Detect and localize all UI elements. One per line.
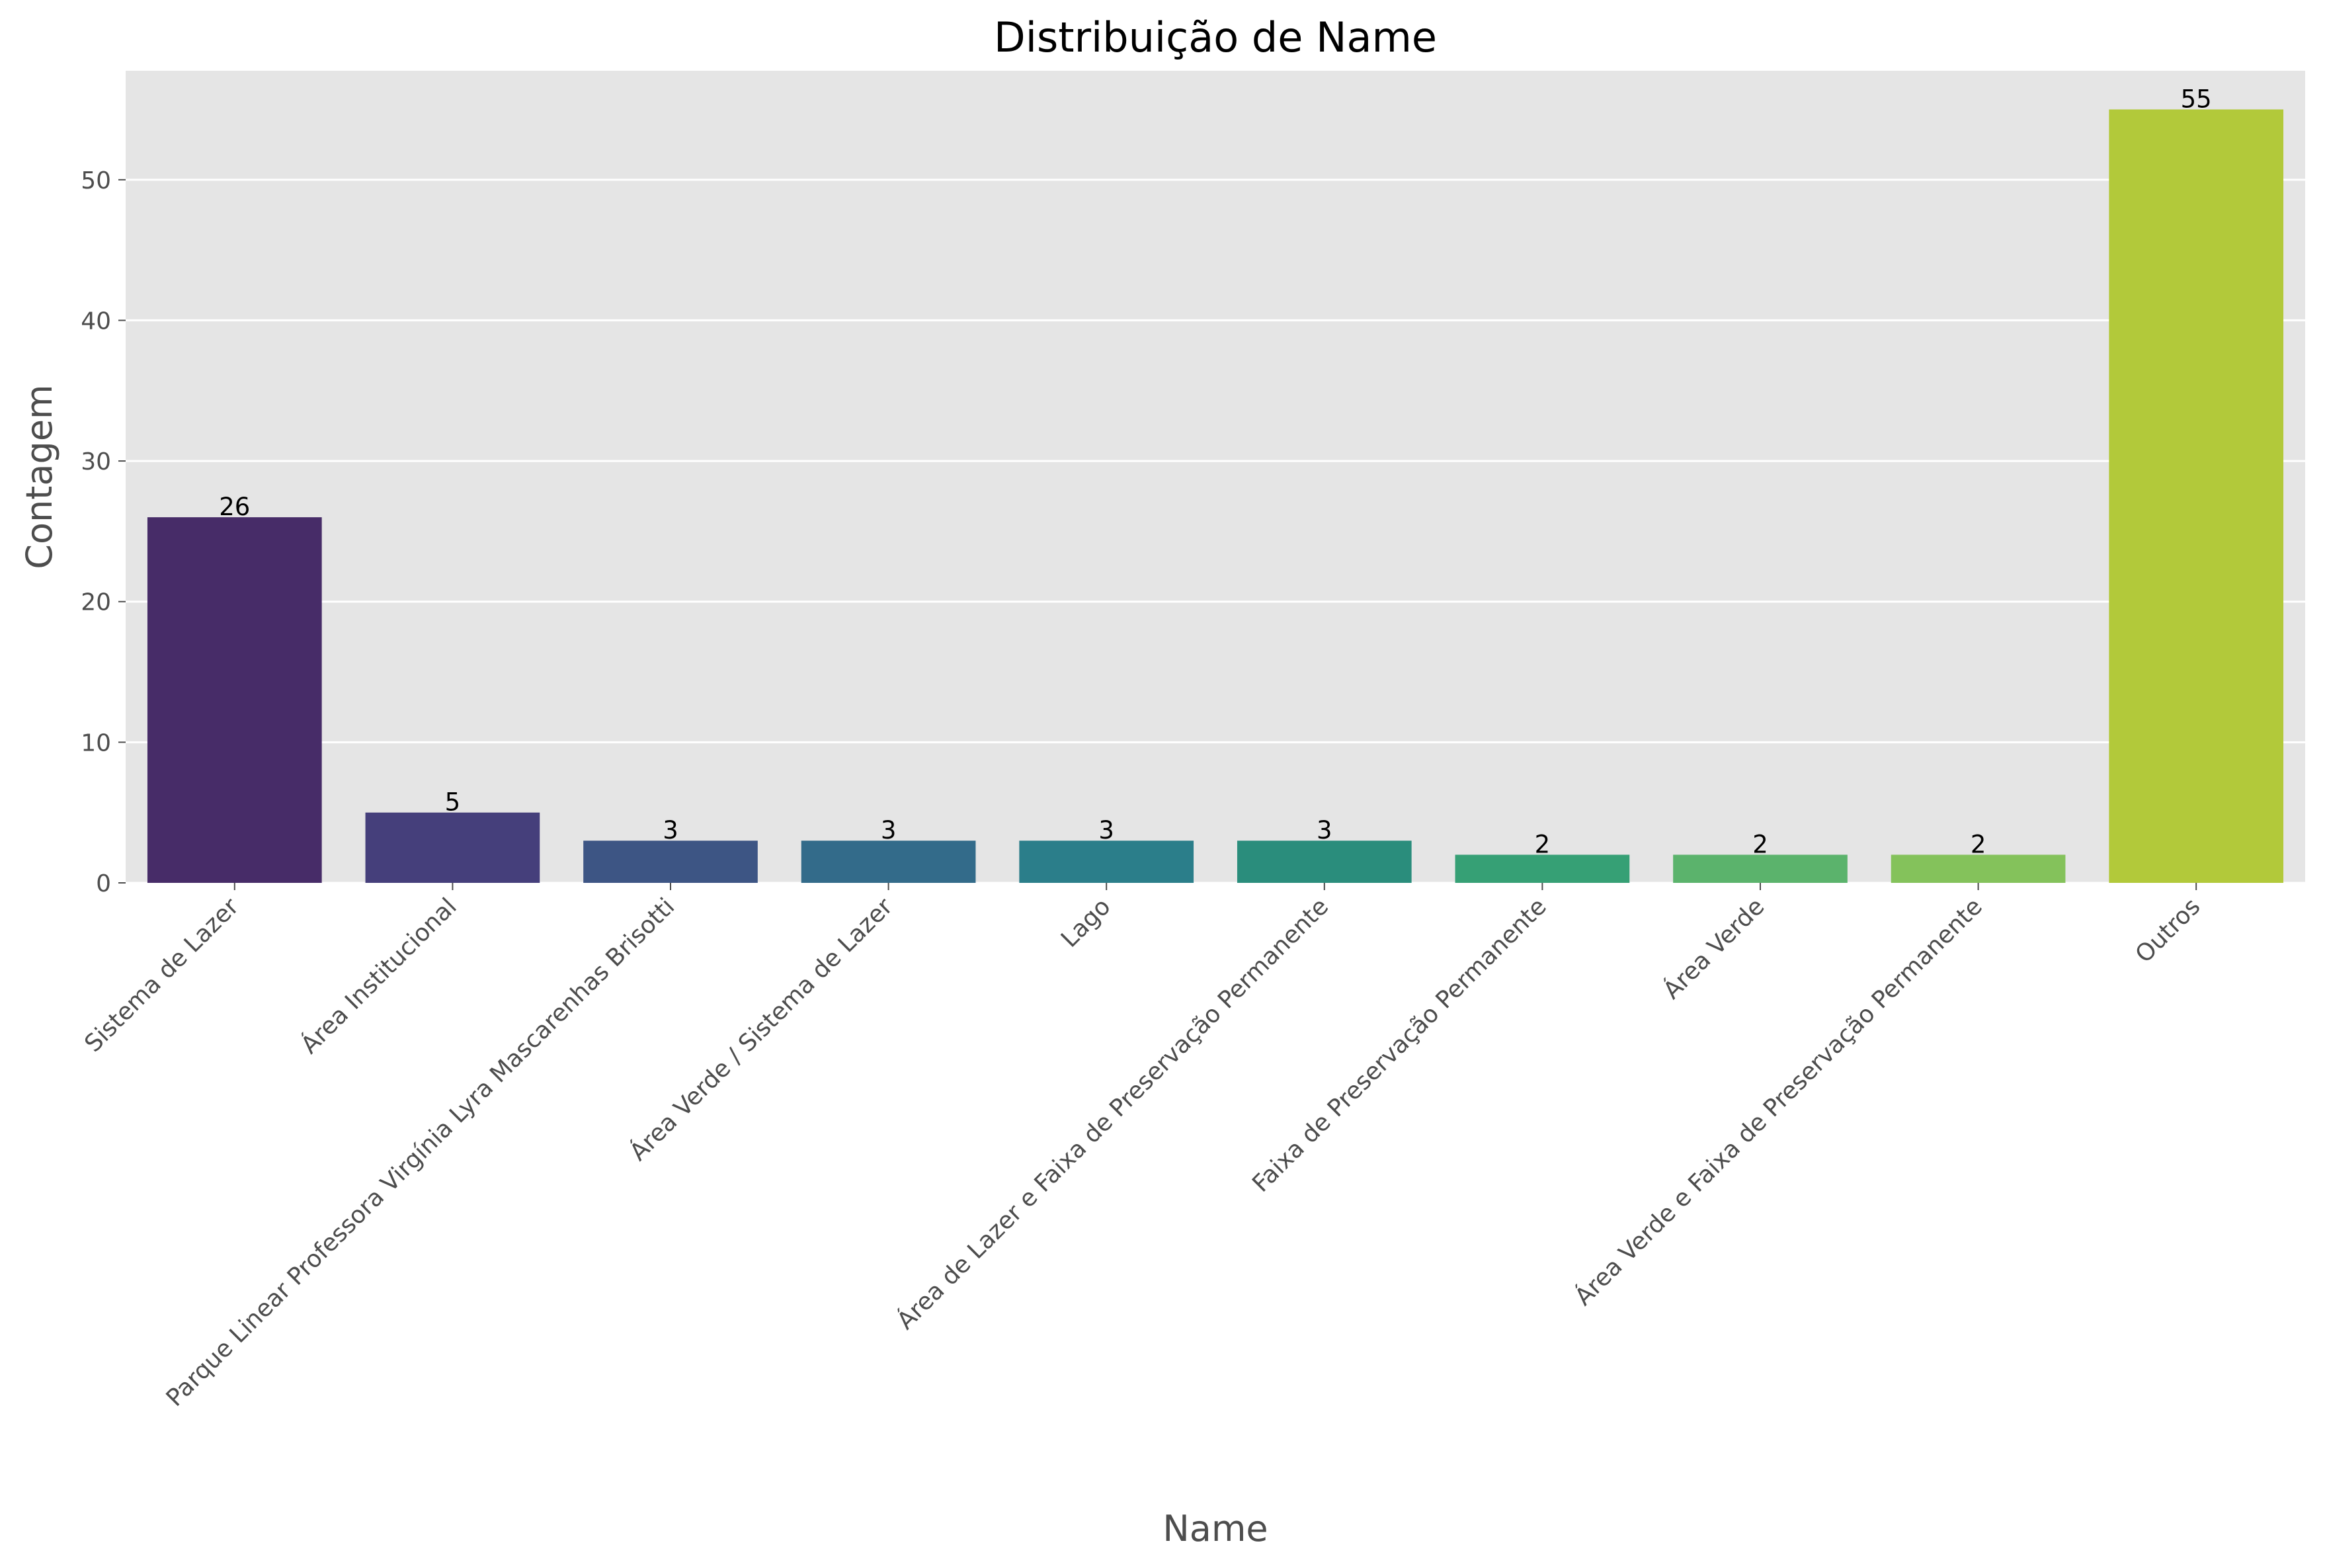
data-label: 3 (663, 816, 678, 845)
bar (365, 812, 540, 883)
bar (2109, 109, 2284, 883)
data-label: 2 (1535, 830, 1551, 858)
bar (1455, 854, 1630, 883)
data-label: 3 (1317, 816, 1332, 845)
bar (1237, 841, 1412, 883)
y-tick-label: 20 (81, 589, 111, 616)
y-tick-label: 30 (81, 448, 111, 475)
y-tick-label: 0 (96, 870, 111, 897)
data-label: 26 (219, 493, 250, 521)
data-label: 2 (1752, 830, 1768, 858)
x-tick-label: Sistema de Lazer (79, 893, 244, 1057)
data-label: 5 (445, 788, 461, 817)
data-label: 2 (1971, 830, 1986, 858)
x-axis-ticks: Sistema de Lazer Área InstitucionalParque… (79, 883, 2206, 1412)
bars (147, 109, 2284, 883)
y-tick-label: 40 (81, 308, 111, 335)
x-tick-label: Área de Lazer e Faixa de Preservação Per… (891, 893, 1334, 1335)
bar (583, 841, 758, 883)
data-label: 55 (2181, 85, 2212, 113)
x-tick-label: Outros (2131, 893, 2206, 968)
x-tick-label: Área Institucional (296, 893, 462, 1059)
y-axis-label: Contagem (19, 384, 60, 569)
bar (1673, 854, 1848, 883)
bar (1891, 854, 2066, 883)
data-label: 3 (881, 816, 897, 845)
data-label: 3 (1098, 816, 1114, 845)
x-tick-label: Área Verde (1658, 893, 1770, 1005)
bar (147, 517, 322, 883)
x-tick-label: Parque Linear Professora Virgínia Lyra M… (161, 893, 680, 1412)
y-tick-label: 10 (81, 729, 111, 757)
y-tick-label: 50 (81, 167, 111, 194)
chart-title: Distribuição de Name (994, 13, 1437, 62)
x-tick-label: Área Verde e Faixa de Preservação Perman… (1569, 893, 1988, 1311)
y-axis-ticks: 0 10 20 30 40 50 (81, 167, 126, 897)
x-tick-label: Área Verde / Sistema de Lazer (624, 893, 898, 1167)
x-tick-label: Lago (1056, 893, 1116, 953)
bar (1019, 841, 1194, 883)
bar (801, 841, 976, 883)
plot-area (126, 71, 2305, 883)
x-axis-label: Name (1162, 1508, 1268, 1549)
data-labels: 26 5 3 3 3 3 2 2 2 55 (219, 85, 2211, 858)
